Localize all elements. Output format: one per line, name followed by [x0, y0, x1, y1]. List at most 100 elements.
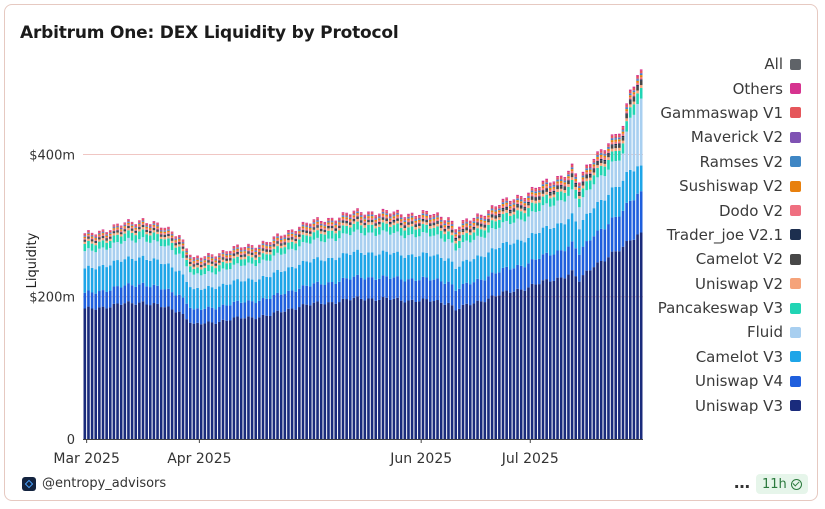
bar-segment: [567, 219, 570, 247]
bar-segment: [527, 201, 530, 204]
author-username: @entropy_advisors: [42, 476, 167, 491]
legend-item[interactable]: Pancakeswap V3: [601, 296, 801, 320]
bar-segment: [152, 221, 156, 224]
legend-item[interactable]: Camelot V2: [601, 247, 801, 271]
bar-segment: [305, 227, 308, 229]
bar-segment: [276, 237, 279, 240]
bar-segment: [90, 235, 94, 237]
bar-segment: [247, 252, 250, 254]
bar-segment: [287, 237, 290, 239]
bar-segment: [370, 217, 374, 220]
author[interactable]: @entropy_advisors: [22, 476, 166, 491]
bar-segment: [272, 244, 276, 246]
legend-item[interactable]: Uniswap V2: [601, 272, 801, 296]
bar-segment: [461, 304, 465, 439]
bar-segment: [167, 226, 170, 228]
bar-segment: [236, 247, 239, 249]
bar-segment: [148, 225, 152, 227]
bar-segment: [447, 222, 450, 225]
bar-segment: [610, 151, 614, 162]
bar-segment: [367, 217, 370, 220]
bar-segment: [87, 265, 90, 291]
bar-segment: [214, 262, 218, 264]
bar-segment: [498, 205, 501, 207]
bar-segment: [232, 280, 236, 302]
bar-segment: [479, 256, 483, 280]
bar-segment: [221, 268, 225, 284]
bar-segment: [170, 232, 174, 234]
bar-segment: [127, 219, 130, 222]
bar-segment: [479, 223, 483, 225]
legend-item[interactable]: Others: [601, 76, 801, 100]
bar-segment: [468, 305, 472, 439]
bar-segment: [279, 294, 283, 313]
bar-segment: [476, 213, 479, 215]
bar-segment: [454, 250, 458, 269]
bar-segment: [425, 299, 428, 439]
bar-segment: [567, 181, 570, 185]
legend-item[interactable]: Sushiswap V2: [601, 174, 801, 198]
bar-segment: [199, 258, 203, 261]
legend-item[interactable]: Ramses V2: [601, 150, 801, 174]
bar-segment: [261, 314, 265, 439]
legend-item[interactable]: Trader_joe V2.1: [601, 223, 801, 247]
bar-segment: [421, 218, 425, 220]
bar-segment: [152, 228, 156, 231]
bar-segment: [130, 227, 134, 229]
legend-item[interactable]: Maverick V2: [601, 125, 801, 149]
bar-segment: [621, 137, 625, 141]
legend-item[interactable]: All: [601, 52, 801, 76]
legend-item[interactable]: Uniswap V3: [601, 393, 801, 417]
legend-label: Others: [732, 79, 783, 98]
bar-segment: [101, 233, 105, 235]
bar-segment: [534, 197, 538, 199]
bar-segment: [494, 273, 498, 297]
bar-segment: [359, 213, 363, 215]
legend-item[interactable]: Camelot V3: [601, 345, 801, 369]
bar-segment: [498, 217, 501, 220]
bar-segment: [418, 219, 421, 222]
bar-segment: [501, 204, 505, 207]
bar-segment: [559, 175, 563, 177]
bar-segment: [203, 263, 207, 265]
more-options-button[interactable]: …: [734, 473, 751, 492]
bar-segment: [508, 292, 512, 439]
refresh-badge[interactable]: 11h: [756, 474, 808, 494]
bar-segment: [545, 182, 548, 183]
bar-segment: [268, 244, 272, 246]
bar-segment: [450, 222, 454, 224]
legend-item[interactable]: Fluid: [601, 320, 801, 344]
bar-segment: [414, 225, 418, 228]
bar-segment: [359, 212, 363, 214]
bar-segment: [588, 180, 592, 190]
bar-segment: [483, 230, 487, 238]
bar-segment: [548, 198, 552, 207]
bar-segment: [283, 244, 287, 248]
bar-segment: [636, 82, 639, 86]
bar-segment: [367, 232, 370, 253]
bar-segment: [407, 220, 410, 223]
bar-segment: [534, 191, 538, 194]
bar-segment: [487, 222, 490, 225]
bar-segment: [283, 239, 287, 241]
bar-segment: [418, 218, 421, 220]
bar-segment: [636, 76, 639, 79]
bar-segment: [599, 160, 603, 164]
bar-segment: [527, 196, 530, 198]
bar-segment: [556, 185, 559, 187]
bar-segment: [534, 284, 538, 439]
bar-segment: [207, 261, 210, 263]
bar-segment: [87, 232, 90, 233]
bar-segment: [123, 222, 127, 224]
legend-item[interactable]: Dodo V2: [601, 198, 801, 222]
bar-segment: [294, 291, 298, 310]
bar-segment: [625, 118, 628, 122]
bar-segment: [407, 218, 410, 221]
bar-segment: [399, 217, 403, 219]
bar-segment: [541, 193, 545, 197]
legend-item[interactable]: Uniswap V4: [601, 369, 801, 393]
bar-segment: [203, 259, 207, 261]
legend-item[interactable]: Gammaswap V1: [601, 101, 801, 125]
bar-segment: [312, 283, 316, 303]
bar-segment: [628, 100, 632, 105]
